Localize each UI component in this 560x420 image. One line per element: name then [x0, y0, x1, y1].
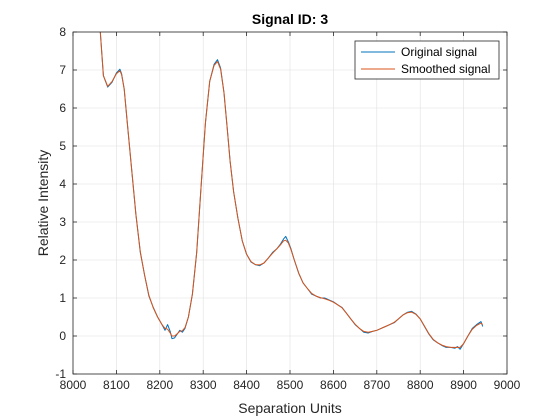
- y-tick-label: 7: [59, 63, 66, 77]
- y-axis-label: Relative Intensity: [35, 150, 51, 257]
- y-tick-label: 8: [59, 25, 66, 39]
- series-group: [99, 32, 484, 350]
- y-tick-label: -1: [55, 367, 66, 381]
- series-line-smoothed: [99, 32, 484, 348]
- ticks: [72, 31, 508, 375]
- x-tick-label: 8100: [103, 378, 130, 392]
- x-tick-label: 8600: [320, 378, 347, 392]
- tick-labels: 8000 8100 8200 8300 8400 8500 8600 8700 8800 8900…: [55, 25, 520, 392]
- x-tick-label: 8200: [146, 378, 173, 392]
- x-tick-label: 8900: [450, 378, 477, 392]
- chart-title: Signal ID: 3: [252, 11, 328, 27]
- legend-box: [354, 40, 500, 80]
- legend-label-smoothed: Smoothed signal: [401, 62, 490, 76]
- y-tick-label: 4: [59, 177, 66, 191]
- x-tick-label: 9000: [494, 378, 521, 392]
- y-tick-label: 2: [59, 253, 66, 267]
- y-tick-label: 0: [59, 329, 66, 343]
- y-tick-label: 3: [59, 215, 66, 229]
- legend-label-original: Original signal: [401, 45, 477, 59]
- x-tick-label: 8500: [277, 378, 304, 392]
- x-tick-label: 8300: [190, 378, 217, 392]
- x-tick-label: 8700: [363, 378, 390, 392]
- x-tick-label: 8800: [407, 378, 434, 392]
- x-tick-label: 8000: [60, 378, 87, 392]
- y-tick-label: 1: [59, 291, 66, 305]
- y-tick-label: 6: [59, 101, 66, 115]
- y-tick-label: 5: [59, 139, 66, 153]
- x-tick-label: 8400: [233, 378, 260, 392]
- legend: Original signal Smoothed signal: [354, 40, 500, 80]
- x-axis-label: Separation Units: [238, 400, 342, 416]
